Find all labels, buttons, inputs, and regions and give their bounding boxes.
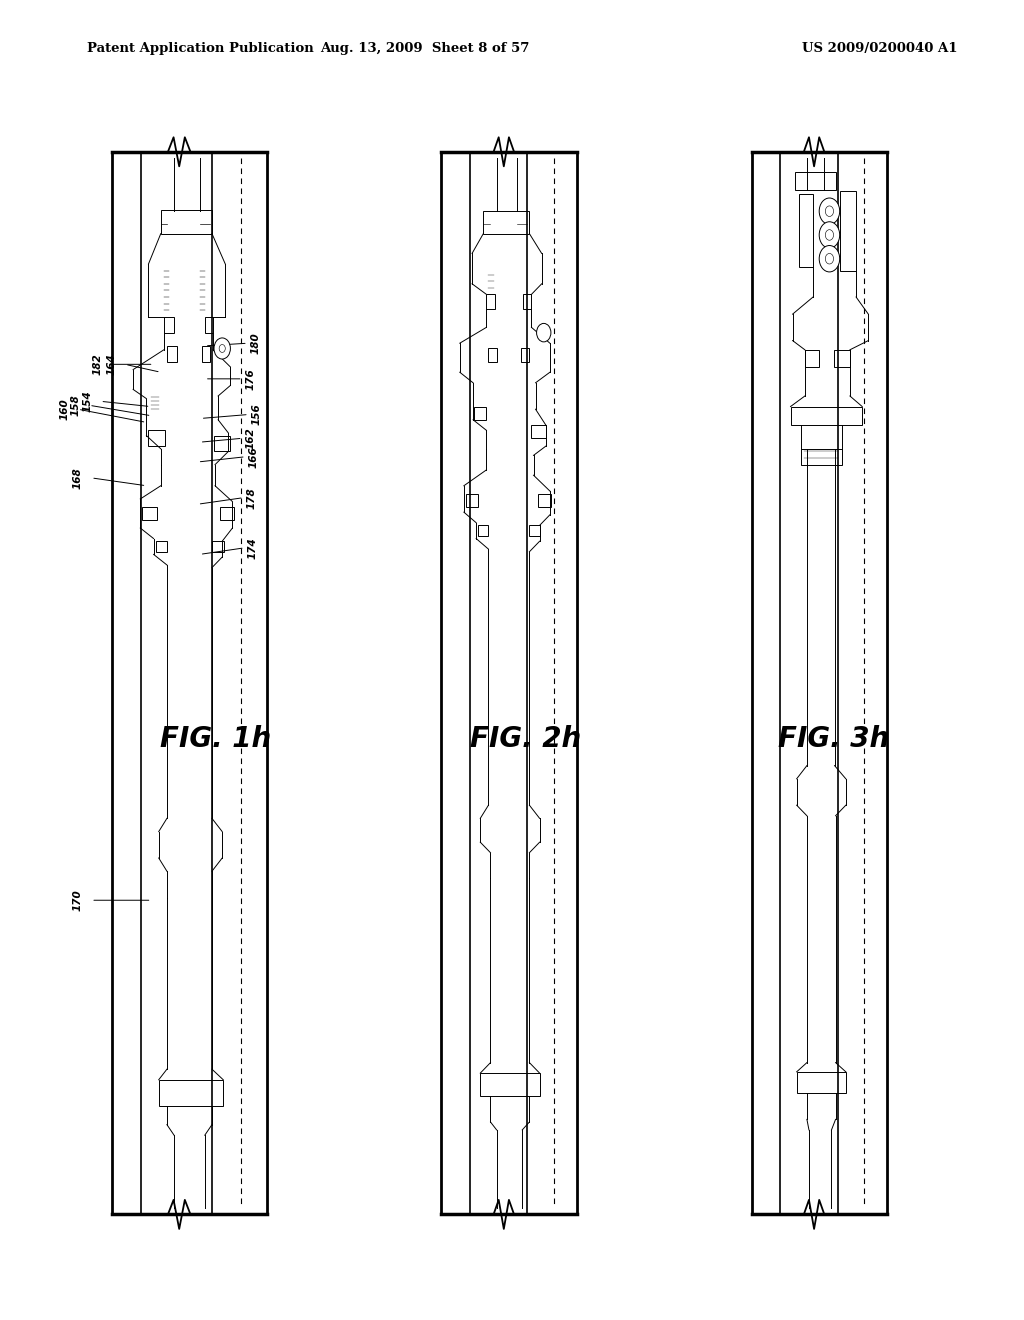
Text: FIG. 2h: FIG. 2h xyxy=(470,725,582,754)
Text: 178: 178 xyxy=(247,487,257,508)
Bar xyxy=(148,430,165,446)
Bar xyxy=(161,210,212,234)
Text: 166: 166 xyxy=(249,446,259,467)
Bar xyxy=(159,1080,223,1106)
Bar xyxy=(164,317,174,333)
Circle shape xyxy=(819,222,840,248)
Bar xyxy=(801,449,842,465)
Bar xyxy=(156,541,167,552)
Text: 170: 170 xyxy=(73,890,83,911)
Bar xyxy=(795,172,836,190)
Bar xyxy=(483,211,529,234)
Bar xyxy=(214,436,230,451)
Bar xyxy=(205,317,213,333)
Circle shape xyxy=(537,323,551,342)
Text: 158: 158 xyxy=(71,395,81,416)
Text: 162: 162 xyxy=(246,428,256,449)
Bar xyxy=(797,1072,846,1093)
Text: 174: 174 xyxy=(248,537,258,558)
Text: 180: 180 xyxy=(251,333,261,354)
Bar xyxy=(202,346,210,362)
Bar xyxy=(220,507,234,520)
Bar xyxy=(488,348,497,362)
Bar xyxy=(474,407,486,420)
Bar xyxy=(167,346,177,362)
Bar xyxy=(521,348,529,362)
Circle shape xyxy=(819,246,840,272)
Bar xyxy=(805,350,819,367)
Text: FIG. 1h: FIG. 1h xyxy=(160,725,271,754)
Text: FIG. 3h: FIG. 3h xyxy=(777,725,889,754)
Bar xyxy=(538,494,551,507)
Bar xyxy=(523,294,531,309)
Bar xyxy=(142,507,157,520)
Text: 160: 160 xyxy=(59,399,70,420)
Bar xyxy=(466,494,478,507)
Bar xyxy=(531,425,546,438)
Bar xyxy=(478,525,488,536)
Bar xyxy=(529,525,540,536)
Bar xyxy=(212,541,224,552)
Text: Aug. 13, 2009  Sheet 8 of 57: Aug. 13, 2009 Sheet 8 of 57 xyxy=(321,42,529,55)
Text: Patent Application Publication: Patent Application Publication xyxy=(87,42,313,55)
Text: 182: 182 xyxy=(92,354,102,375)
Text: 168: 168 xyxy=(73,467,83,488)
Text: 176: 176 xyxy=(246,368,256,389)
Text: 156: 156 xyxy=(252,404,262,425)
Text: 154: 154 xyxy=(82,391,92,412)
Bar xyxy=(480,1073,540,1096)
Bar xyxy=(840,191,856,271)
Circle shape xyxy=(819,198,840,224)
Bar xyxy=(486,294,495,309)
Text: US 2009/0200040 A1: US 2009/0200040 A1 xyxy=(802,42,957,55)
Text: 164: 164 xyxy=(106,354,117,375)
Circle shape xyxy=(214,338,230,359)
Bar xyxy=(799,194,813,267)
Bar xyxy=(791,407,862,425)
Bar xyxy=(834,350,850,367)
